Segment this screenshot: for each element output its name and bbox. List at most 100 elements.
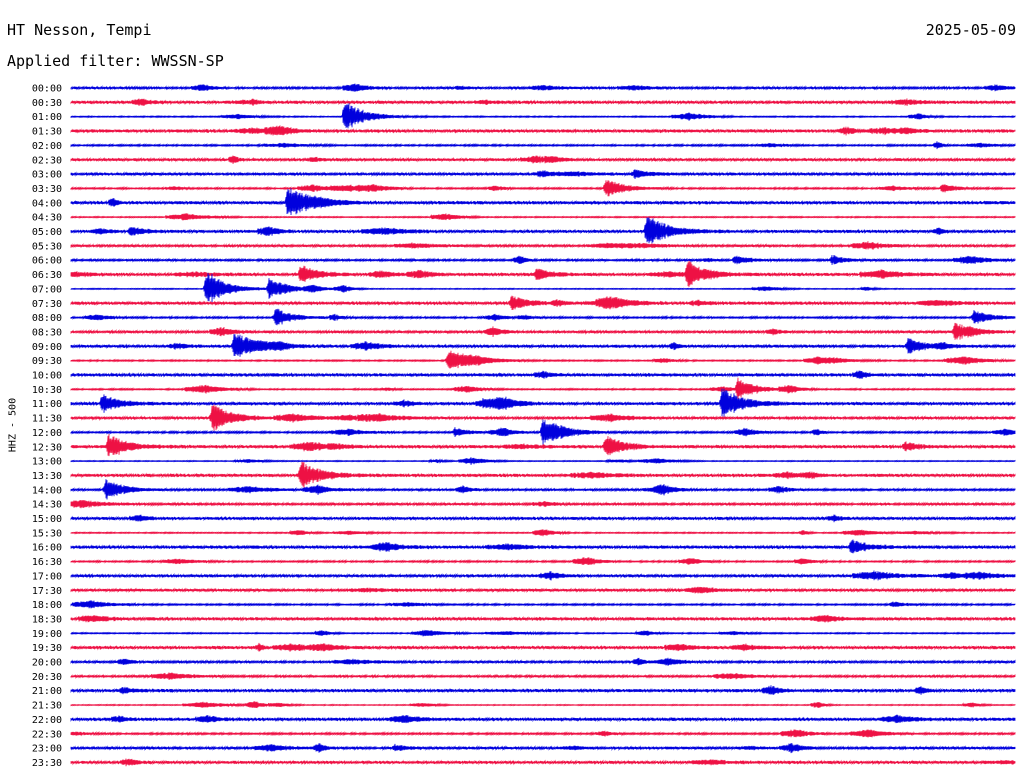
tick-label: 14:30 — [32, 500, 62, 511]
trace-line — [70, 83, 1016, 92]
trace-line — [70, 529, 1016, 537]
tick-label: 11:00 — [32, 399, 62, 410]
trace-line — [70, 461, 1016, 488]
trace-line — [70, 500, 1016, 509]
tick-label: 23:30 — [32, 758, 62, 769]
tick-label: 20:00 — [32, 658, 62, 669]
tick-label: 06:00 — [32, 256, 62, 267]
trace-line — [70, 657, 1016, 666]
trace-line — [70, 322, 1016, 340]
trace-line — [70, 350, 1016, 369]
tick-label: 01:00 — [32, 112, 62, 123]
trace-line — [70, 404, 1016, 431]
trace-line — [70, 672, 1016, 681]
tick-label: 13:00 — [32, 457, 62, 468]
tick-label: 05:00 — [32, 227, 62, 238]
trace-line — [70, 419, 1016, 446]
tick-label: 03:30 — [32, 184, 62, 195]
filter-label: Applied filter: WWSSN-SP — [7, 52, 224, 70]
trace-line — [70, 457, 1016, 465]
tick-label: 01:30 — [32, 127, 62, 138]
tick-label: 08:30 — [32, 327, 62, 338]
tick-label: 05:30 — [32, 241, 62, 252]
trace-line — [70, 539, 1016, 554]
tick-label: 21:00 — [32, 686, 62, 697]
tick-label: 19:30 — [32, 643, 62, 654]
trace-line — [70, 557, 1016, 566]
tick-label: 15:30 — [32, 528, 62, 539]
date-label: 2025-05-09 — [925, 21, 1016, 39]
trace-line — [70, 180, 1016, 197]
tick-label: 08:00 — [32, 313, 62, 324]
trace-line — [70, 308, 1016, 326]
tick-label: 03:00 — [32, 170, 62, 181]
tick-label: 18:00 — [32, 600, 62, 611]
trace-line — [70, 642, 1016, 652]
tick-label: 12:30 — [32, 442, 62, 453]
trace-line — [70, 377, 1016, 400]
tick-label: 04:30 — [32, 213, 62, 224]
trace-line — [70, 295, 1016, 311]
trace-line — [70, 260, 1016, 287]
trace-line — [70, 334, 1016, 357]
trace-line — [70, 241, 1016, 250]
tick-label: 09:00 — [32, 342, 62, 353]
trace-line — [70, 388, 1016, 418]
trace-line — [70, 125, 1016, 136]
tick-label: 20:30 — [32, 672, 62, 683]
trace-line — [70, 614, 1016, 623]
tick-label: 02:30 — [32, 155, 62, 166]
trace-line — [70, 479, 1016, 500]
tick-label: 17:30 — [32, 586, 62, 597]
tick-label: 22:00 — [32, 715, 62, 726]
trace-line — [70, 169, 1016, 180]
tick-label: 04:00 — [32, 198, 62, 209]
trace-line — [70, 434, 1016, 457]
tick-label: 07:30 — [32, 299, 62, 310]
tick-label: 23:00 — [32, 744, 62, 755]
trace-line — [70, 370, 1016, 379]
trace-line — [70, 570, 1016, 581]
trace-line — [70, 272, 1016, 303]
tick-label: 14:00 — [32, 485, 62, 496]
tick-label: 15:00 — [32, 514, 62, 525]
tick-label: 00:30 — [32, 98, 62, 109]
tick-label: 09:30 — [32, 356, 62, 367]
tick-label: 06:30 — [32, 270, 62, 281]
tick-label: 17:00 — [32, 571, 62, 582]
tick-label: 21:30 — [32, 701, 62, 712]
trace-line — [70, 701, 1016, 709]
trace-line — [70, 586, 1016, 594]
trace-line — [70, 98, 1016, 107]
trace-line — [70, 729, 1016, 738]
trace-line — [70, 514, 1016, 523]
station-title: HT Nesson, Tempi — [7, 21, 152, 39]
trace-line — [70, 103, 1016, 129]
tick-label: 13:30 — [32, 471, 62, 482]
trace-line — [70, 188, 1016, 216]
trace-line — [70, 217, 1016, 244]
tick-label: 18:30 — [32, 614, 62, 625]
tick-label: 16:30 — [32, 557, 62, 568]
tick-label: 12:00 — [32, 428, 62, 439]
trace-line — [70, 141, 1016, 150]
tick-label: 11:30 — [32, 414, 62, 425]
tick-label: 10:30 — [32, 385, 62, 396]
trace-line — [70, 758, 1016, 767]
tick-label: 16:00 — [32, 543, 62, 554]
trace-line — [70, 629, 1016, 637]
tick-label: 07:00 — [32, 284, 62, 295]
tick-label: 10:00 — [32, 371, 62, 382]
trace-line — [70, 600, 1016, 609]
trace-line — [70, 685, 1016, 696]
trace-line — [70, 742, 1016, 754]
tick-label: 00:00 — [32, 84, 62, 95]
tick-label: 19:00 — [32, 629, 62, 640]
tick-label: 02:00 — [32, 141, 62, 152]
trace-line — [70, 714, 1016, 724]
tick-label: 22:30 — [32, 729, 62, 740]
trace-line — [70, 155, 1016, 164]
trace-line — [70, 213, 1016, 221]
trace-line — [70, 254, 1016, 265]
